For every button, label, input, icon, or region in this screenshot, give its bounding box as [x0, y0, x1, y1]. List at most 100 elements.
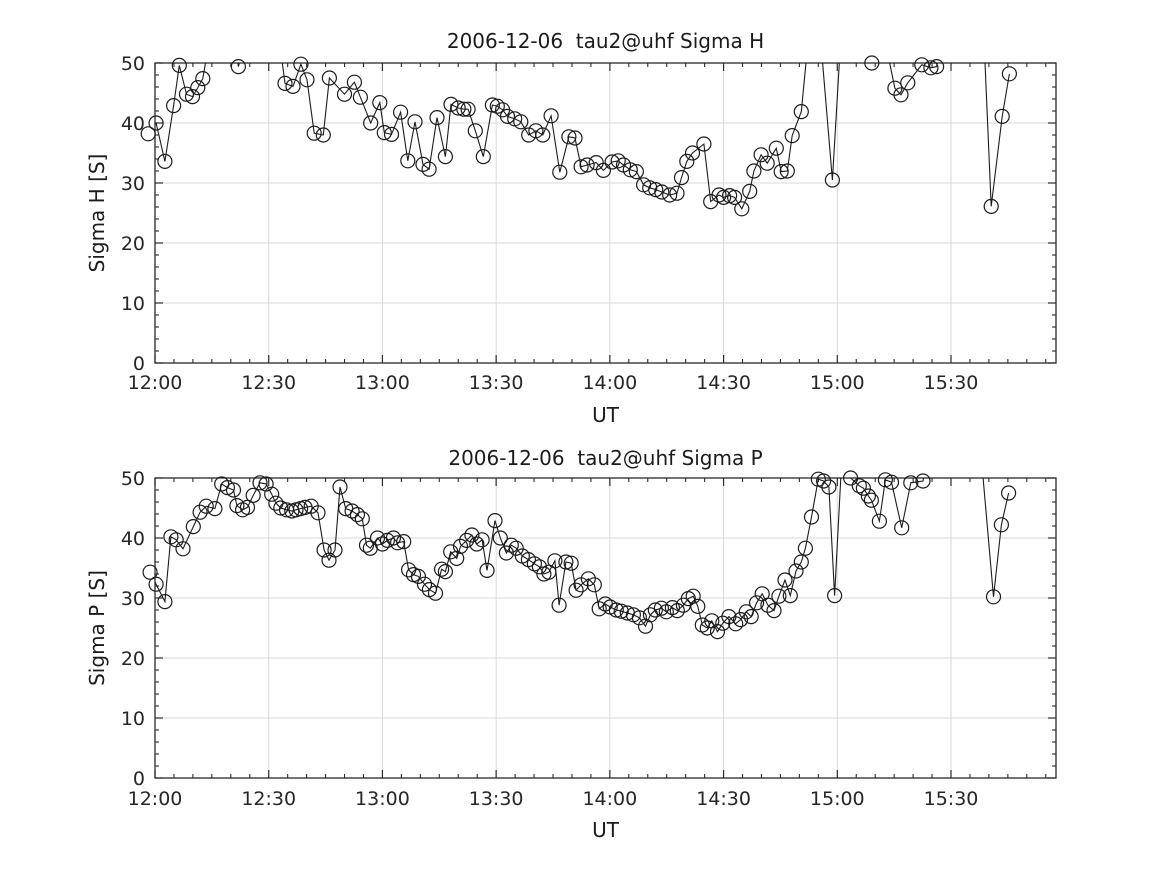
data-point-marker — [396, 533, 412, 550]
data-point-marker — [883, 474, 900, 490]
data-point-marker — [198, 498, 214, 514]
data-point-marker — [407, 114, 423, 130]
data-point-marker — [628, 164, 645, 180]
data-point-marker — [166, 97, 182, 114]
data-point-marker — [604, 154, 620, 170]
data-point-marker — [344, 503, 360, 519]
data-point-marker — [443, 96, 459, 113]
plot-border — [154, 62, 1057, 364]
data-point-marker — [766, 603, 782, 619]
data-point-marker — [771, 588, 787, 604]
x-tick-label: 12:30 — [241, 788, 296, 810]
x-tick-label: 14:00 — [582, 372, 637, 394]
data-point-marker — [390, 535, 406, 551]
x-tick-label: 15:00 — [810, 788, 865, 810]
data-point-marker — [647, 602, 663, 618]
data-point-marker — [336, 86, 353, 102]
data-point-marker — [914, 57, 930, 73]
data-point-marker — [245, 487, 261, 504]
data-point-marker — [148, 115, 164, 131]
data-point-marker — [923, 60, 939, 76]
data-point-marker — [531, 559, 548, 575]
data-point-marker — [456, 101, 472, 117]
data-point-marker — [586, 577, 602, 593]
data-point-marker — [219, 479, 235, 496]
data-point-marker — [400, 153, 416, 169]
data-point-marker — [148, 576, 164, 592]
data-point-marker — [797, 540, 814, 556]
data-point-marker — [316, 542, 332, 558]
data-point-marker — [871, 513, 888, 529]
data-point-marker — [983, 198, 999, 214]
data-point-marker — [467, 123, 483, 139]
data-point-marker — [715, 189, 732, 205]
data-point-marker — [385, 530, 401, 546]
data-line — [155, 63, 1010, 210]
data-point-marker — [192, 504, 208, 520]
data-point-marker — [709, 624, 726, 640]
data-point-marker — [748, 595, 765, 611]
data-point-marker — [498, 545, 514, 561]
plot-area-sigma-p: 12:00 12:30 13:00 13:30 14:00 14:30 15:00 15:30… — [121, 468, 1057, 810]
data-point-marker — [696, 136, 712, 152]
data-point-marker — [293, 56, 309, 72]
data-point-marker — [864, 55, 880, 71]
data-point-marker — [994, 108, 1010, 125]
data-point-marker — [558, 554, 574, 570]
data-point-marker — [207, 500, 223, 517]
data-point-marker — [642, 607, 659, 623]
data-point-marker — [653, 600, 670, 616]
data-point-marker — [535, 127, 551, 143]
data-point-marker — [788, 563, 804, 579]
data-point-marker — [900, 75, 916, 91]
y-tick-label: 20 — [121, 233, 145, 255]
data-point-marker — [492, 530, 508, 546]
data-point-marker — [273, 500, 289, 516]
data-point-marker — [452, 538, 469, 555]
data-point-marker — [782, 588, 798, 604]
data-point-marker — [499, 108, 516, 125]
y-tick-label: 40 — [121, 113, 145, 135]
data-point-marker — [738, 604, 754, 620]
data-point-marker — [573, 159, 589, 175]
data-point-marker — [1000, 485, 1017, 501]
x-tick-label: 14:00 — [582, 788, 637, 810]
data-point-marker — [352, 89, 368, 105]
data-point-marker — [648, 182, 664, 198]
y-tick-label: 30 — [121, 173, 145, 195]
data-point-marker — [893, 87, 909, 103]
data-point-marker — [777, 572, 793, 588]
data-point-marker — [690, 598, 706, 614]
y-tick-label: 10 — [121, 293, 145, 315]
data-point-marker — [487, 512, 503, 529]
data-point-marker — [310, 505, 326, 521]
data-point-marker — [863, 492, 880, 508]
data-point-marker — [793, 554, 809, 570]
data-point-marker — [552, 164, 568, 180]
data-point-marker — [427, 585, 444, 601]
data-point-marker — [793, 103, 809, 120]
data-point-marker — [613, 603, 629, 619]
data-point-marker — [338, 500, 354, 517]
data-point-marker — [842, 470, 859, 486]
data-point-marker — [669, 185, 685, 201]
data-point-marker — [734, 201, 750, 217]
data-point-marker — [877, 472, 894, 488]
data-point-marker — [475, 149, 491, 165]
data-point-marker — [851, 478, 867, 494]
y-tick-label: 40 — [121, 528, 145, 550]
data-point-marker — [464, 527, 480, 543]
data-point-marker — [743, 609, 759, 625]
data-point-marker — [460, 101, 476, 117]
data-point-marker — [824, 172, 841, 188]
data-point-marker — [860, 488, 877, 504]
data-point-marker — [489, 98, 505, 114]
data-point-marker — [459, 532, 475, 549]
data-point-marker — [595, 162, 612, 178]
data-point-marker — [563, 555, 579, 571]
data-point-marker — [157, 594, 173, 610]
data-point-marker — [915, 473, 931, 489]
data-point-marker — [784, 128, 800, 144]
data-point-marker — [551, 597, 567, 613]
y-tick-label: 50 — [121, 53, 145, 75]
